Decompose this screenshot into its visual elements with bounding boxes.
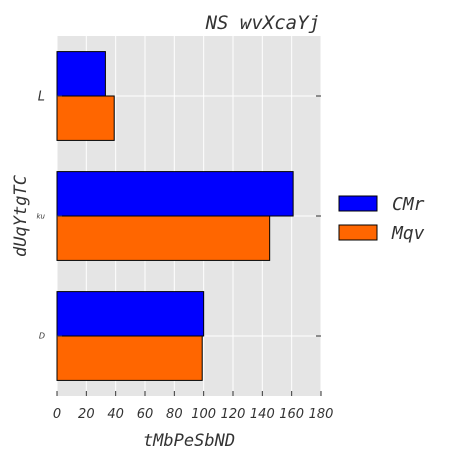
y-tick-label-0: L — [38, 89, 45, 104]
y-axis-label: dUqYtgTC — [11, 174, 31, 257]
legend-label-mqv: Mqv — [391, 223, 425, 244]
x-tick-label-2: 40 — [107, 407, 124, 422]
chart-title: NS wvXcaYj — [205, 12, 320, 34]
legend-label-cmr: CMr — [392, 194, 425, 215]
ticks: 0 20 40 60 80 100 120 140 160 180 Lku D — [37, 89, 334, 422]
bar-mqv-d — [56, 335, 203, 381]
bar-cmr-l — [56, 51, 106, 97]
legend-swatch-cmr — [338, 195, 378, 212]
bar-mqv-l — [56, 95, 115, 141]
x-tick-label-9: 180 — [309, 407, 334, 422]
x-tick-label-4: 80 — [166, 407, 183, 422]
legend: CMr Mqv — [338, 194, 425, 244]
bar-mqv-ku — [56, 215, 271, 261]
x-tick-label-6: 120 — [221, 407, 246, 422]
bars — [56, 51, 294, 381]
x-tick-label-0: 0 — [53, 407, 61, 422]
x-tick-label-7: 140 — [250, 407, 275, 422]
x-tick-label-5: 100 — [191, 407, 216, 422]
bar-cmr-d — [56, 291, 205, 337]
y-tick-label-1: ku — [37, 212, 46, 220]
x-tick-label-3: 60 — [137, 407, 154, 422]
x-tick-label-8: 160 — [279, 407, 304, 422]
bar-cmr-ku — [56, 171, 294, 217]
y-tick-label-2: D — [39, 332, 45, 341]
legend-swatch-mqv — [338, 224, 378, 241]
x-tick-label-1: 20 — [78, 407, 95, 422]
x-axis-label: tMbPeSbND — [143, 431, 235, 451]
